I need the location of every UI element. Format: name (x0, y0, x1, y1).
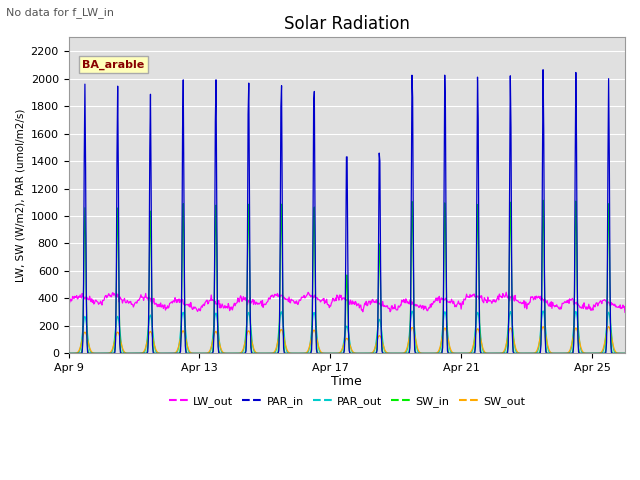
Legend: LW_out, PAR_in, PAR_out, SW_in, SW_out: LW_out, PAR_in, PAR_out, SW_in, SW_out (164, 391, 529, 411)
Title: Solar Radiation: Solar Radiation (284, 15, 410, 33)
Text: BA_arable: BA_arable (83, 60, 145, 70)
Y-axis label: LW, SW (W/m2), PAR (umol/m2/s): LW, SW (W/m2), PAR (umol/m2/s) (15, 108, 25, 282)
Text: No data for f_LW_in: No data for f_LW_in (6, 7, 115, 18)
X-axis label: Time: Time (332, 374, 362, 387)
